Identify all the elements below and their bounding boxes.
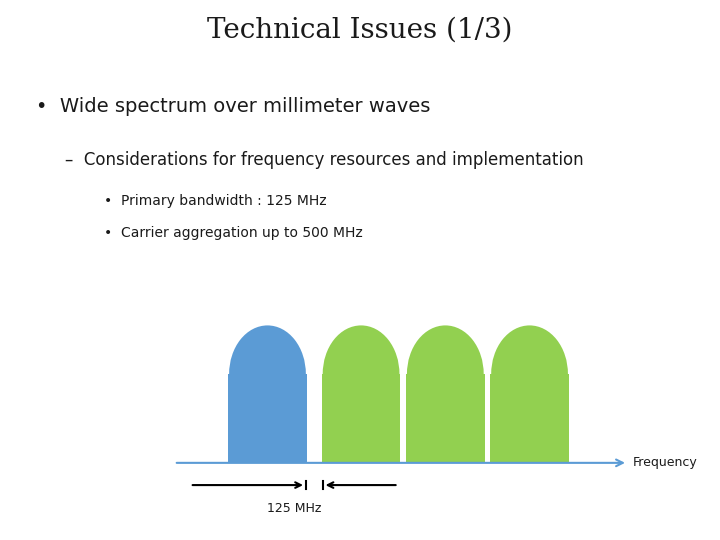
- Bar: [491, 374, 568, 463]
- Bar: [228, 374, 307, 463]
- Bar: [407, 374, 484, 463]
- Bar: [229, 374, 306, 463]
- Bar: [322, 374, 400, 463]
- Ellipse shape: [407, 326, 484, 423]
- Ellipse shape: [491, 326, 568, 423]
- Ellipse shape: [323, 326, 400, 423]
- Text: 125 MHz: 125 MHz: [267, 502, 322, 515]
- Ellipse shape: [229, 326, 306, 423]
- Text: •  Wide spectrum over millimeter waves: • Wide spectrum over millimeter waves: [36, 97, 431, 116]
- Bar: [323, 374, 400, 463]
- Text: •  Primary bandwidth : 125 MHz: • Primary bandwidth : 125 MHz: [104, 194, 327, 208]
- Bar: [490, 374, 569, 463]
- Text: Frequency: Frequency: [633, 456, 697, 469]
- Text: Technical Issues (1/3): Technical Issues (1/3): [207, 17, 513, 44]
- Text: –  Considerations for frequency resources and implementation: – Considerations for frequency resources…: [65, 151, 583, 168]
- Text: •  Carrier aggregation up to 500 MHz: • Carrier aggregation up to 500 MHz: [104, 226, 363, 240]
- Bar: [406, 374, 485, 463]
